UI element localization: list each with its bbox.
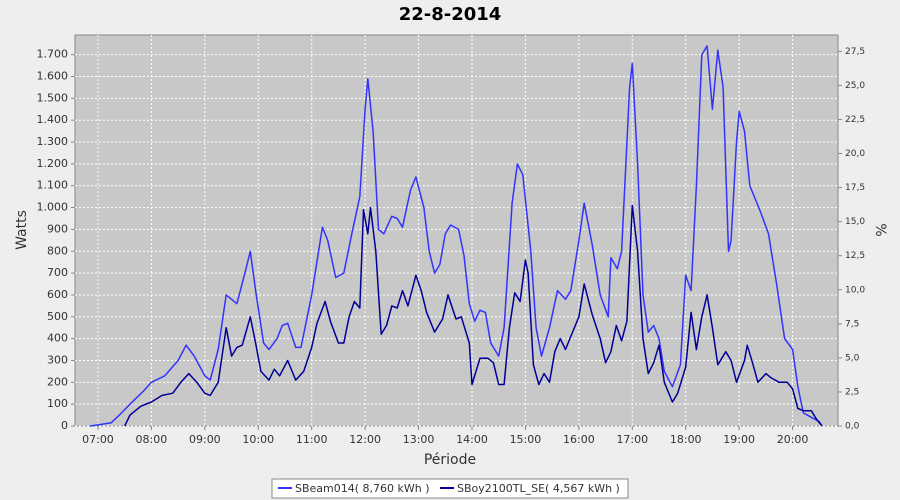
y-tick-label: 300 (47, 353, 68, 366)
y-tick-label: 1.100 (37, 179, 69, 192)
y2-tick-label: 15,0 (845, 217, 865, 227)
y-tick-label: 1.700 (37, 48, 69, 61)
legend-label: SBeam014( 8,760 kWh ) (295, 482, 430, 495)
y2-tick-label: 25,0 (845, 81, 865, 91)
y-tick-label: 200 (47, 375, 68, 388)
y2-tick-label: 5,0 (845, 353, 860, 363)
y-axis-label: Watts (14, 210, 30, 250)
y2-tick-label: 2,5 (845, 387, 859, 397)
y2-tick-label: 12,5 (845, 251, 865, 261)
chart-title: 22-8-2014 (399, 4, 502, 25)
y2-tick-label: 20,0 (845, 149, 865, 159)
y2-tick-label: 10,0 (845, 285, 865, 295)
y-tick-label: 800 (47, 244, 68, 257)
y-tick-label: 100 (47, 397, 68, 410)
y-tick-label: 1.500 (37, 91, 69, 104)
y2-tick-label: 22,5 (845, 115, 865, 125)
x-tick-label: 19:00 (723, 433, 755, 446)
x-tick-label: 18:00 (670, 433, 702, 446)
y-tick-label: 1.000 (37, 201, 69, 214)
y-tick-label: 500 (47, 310, 68, 323)
x-tick-label: 12:00 (349, 433, 381, 446)
y-tick-label: 1.600 (37, 70, 69, 83)
x-tick-label: 17:00 (616, 433, 648, 446)
x-tick-label: 09:00 (189, 433, 221, 446)
y2-tick-label: 7,5 (845, 319, 859, 329)
y2-axis-label: % (872, 223, 888, 236)
x-tick-label: 13:00 (403, 433, 435, 446)
x-tick-label: 11:00 (296, 433, 328, 446)
y-tick-label: 0 (61, 419, 68, 432)
x-tick-label: 14:00 (456, 433, 488, 446)
y2-tick-label: 27,5 (845, 47, 865, 57)
y-tick-label: 900 (47, 222, 68, 235)
x-tick-label: 08:00 (136, 433, 168, 446)
legend-label: SBoy2100TL_SE( 4,567 kWh ) (457, 482, 620, 495)
x-tick-label: 20:00 (777, 433, 809, 446)
x-tick-label: 15:00 (510, 433, 542, 446)
y-tick-label: 400 (47, 332, 68, 345)
x-tick-label: 16:00 (563, 433, 595, 446)
y2-tick-label: 17,5 (845, 183, 865, 193)
y-tick-label: 700 (47, 266, 68, 279)
y-tick-label: 600 (47, 288, 68, 301)
series-line (89, 45, 823, 427)
y-tick-label: 1.400 (37, 113, 69, 126)
x-axis-label: Période (424, 452, 476, 468)
y2-tick-label: 0,0 (845, 422, 860, 432)
x-tick-label: 07:00 (82, 433, 114, 446)
y-tick-label: 1.300 (37, 135, 69, 148)
x-tick-label: 10:00 (242, 433, 274, 446)
series-line (124, 204, 823, 427)
y-tick-label: 1.200 (37, 157, 69, 170)
